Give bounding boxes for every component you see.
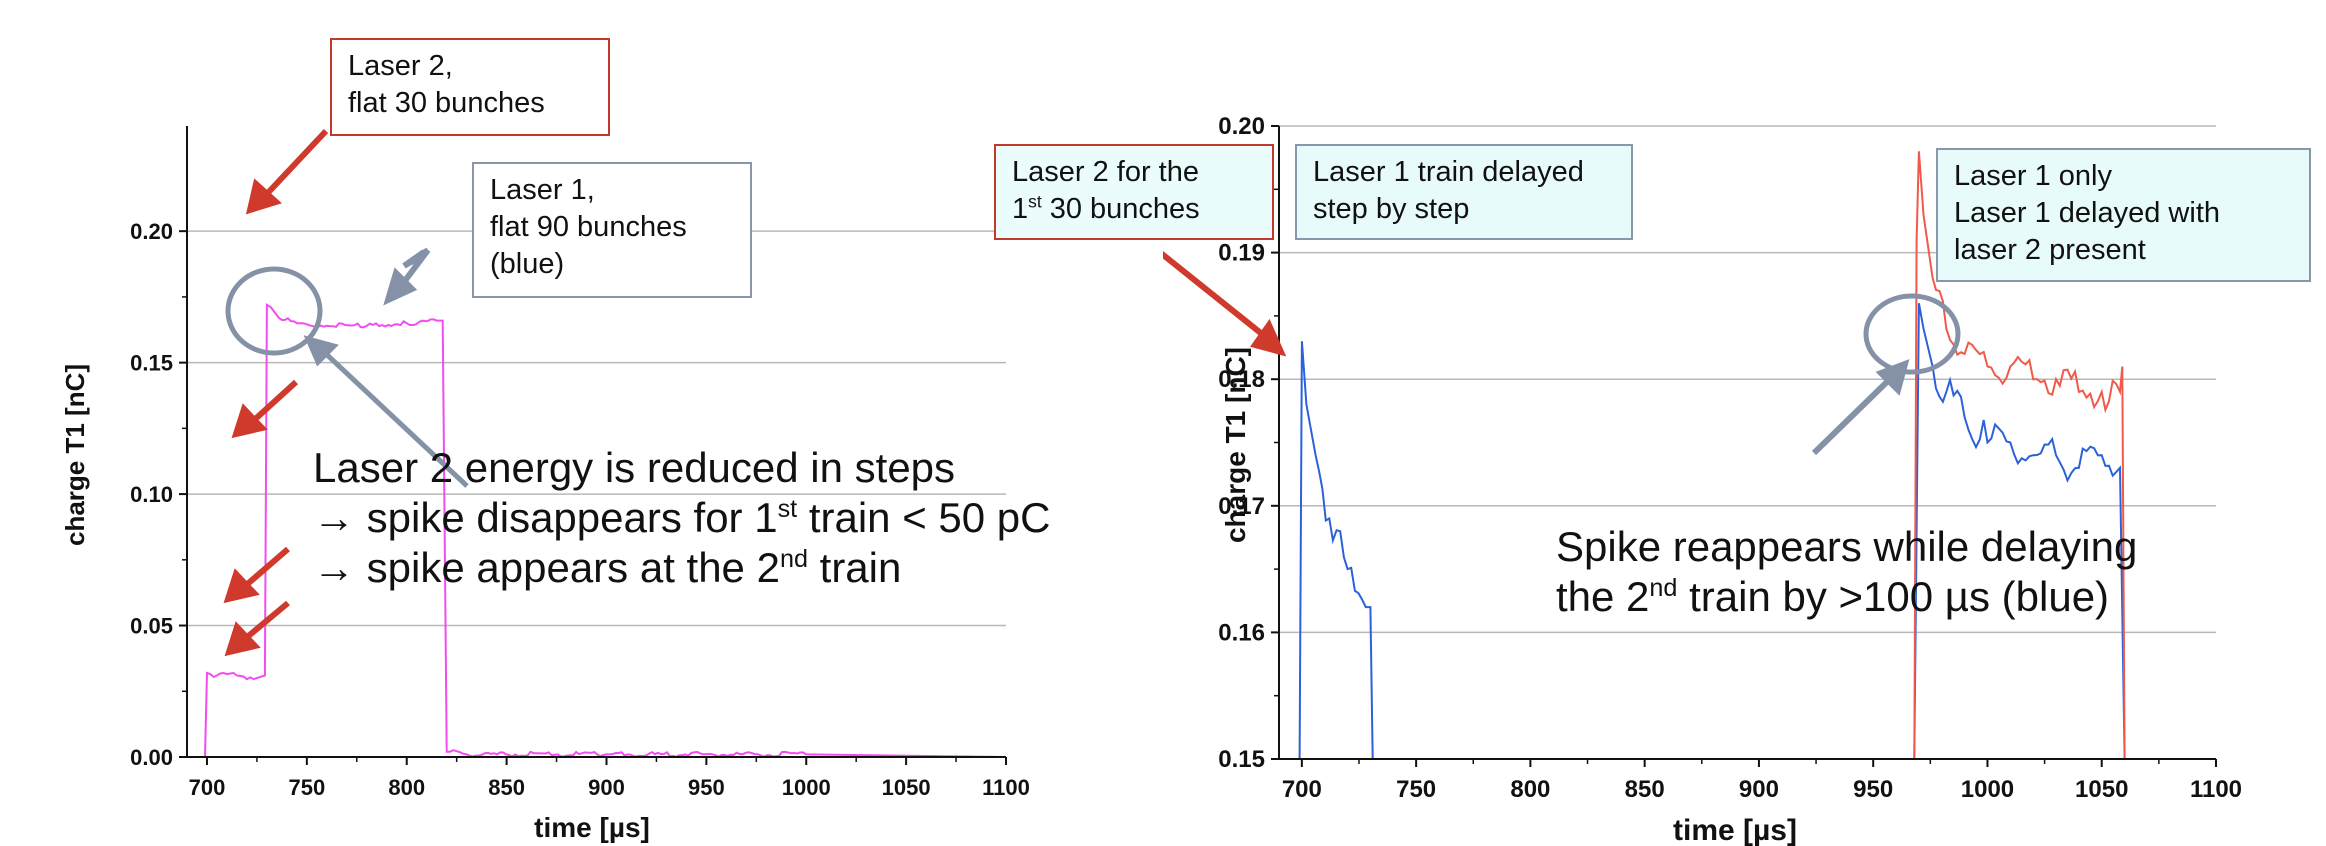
series-line [1913, 151, 2126, 760]
laser2-label-line: Laser 2, [348, 50, 453, 82]
spike-circle [225, 266, 323, 356]
laser1-only-box: Laser 1 only Laser 1 delayed with laser … [1936, 148, 2311, 282]
y-tick-label: 0.05 [130, 614, 173, 639]
spike-circle [1863, 293, 1961, 375]
x-tick-label: 800 [388, 775, 425, 800]
laser1-label-line: Laser 1, [490, 174, 595, 206]
y-tick-labels: 0.15 0.16 0.17 0.18 0.19 0.20 [1218, 113, 1265, 773]
box-line: Laser 1 train delayed [1313, 156, 1584, 188]
axes [179, 126, 1007, 765]
y-tick-label: 0.16 [1218, 619, 1265, 646]
legend-line: Laser 1 delayed with [1954, 197, 2220, 229]
x-tick-label: 950 [688, 775, 725, 800]
annotation-line: Spike reappears while delaying [1556, 523, 2138, 570]
y-tick-label: 0.20 [130, 219, 173, 244]
chart-left: 0.00 0.05 0.10 0.15 0.20 700 750 800 850 900 950 1… [60, 126, 1030, 843]
x-tick-label: 1050 [2075, 776, 2128, 803]
annotation-arrows [223, 128, 469, 657]
annotation-arrows [1163, 250, 1961, 456]
x-tick-label: 900 [1739, 776, 1779, 803]
x-tick-label: 1000 [782, 775, 831, 800]
laser2-first-bunches-box: Laser 2 for the 1st 30 bunches [994, 144, 1274, 240]
annotation-line: → spike disappears for 1st train < 50 pC [313, 494, 1051, 541]
x-tick-label: 750 [288, 775, 325, 800]
y-tick-label: 0.20 [1218, 113, 1265, 140]
red-arrow [1163, 250, 1287, 357]
left-annotation-text: Laser 2 energy is reduced in steps → spi… [313, 443, 1050, 593]
x-tick-label: 1100 [2190, 776, 2242, 803]
y-tick-label: 0.17 [1218, 493, 1265, 520]
laser2-label-line: flat 30 bunches [348, 87, 545, 119]
axes [1271, 125, 2217, 767]
y-tick-label: 0.15 [130, 351, 173, 376]
x-tick-label: 700 [1282, 776, 1322, 803]
x-tick-label: 850 [1625, 776, 1665, 803]
right-annotation-text: Spike reappears while delaying the 2nd t… [1556, 522, 2137, 622]
x-tick-label: 1000 [1961, 776, 2014, 803]
x-tick-label: 900 [588, 775, 625, 800]
box-line: Laser 2 for the [1012, 156, 1199, 188]
x-tick-label: 850 [488, 775, 525, 800]
red-arrow [231, 379, 299, 439]
x-axis-label: time [µs] [534, 812, 650, 843]
y-axis-label: charge T1 [nC] [1220, 347, 1251, 543]
red-arrow [223, 546, 290, 604]
laser1-label-line: flat 90 bunches [490, 211, 687, 243]
laser1-label-box: Laser 1, flat 90 bunches (blue) [472, 162, 752, 298]
y-axis-label: charge T1 [nC] [60, 364, 90, 546]
y-tick-label: 0.15 [1218, 746, 1265, 773]
x-tick-labels: 700 750 800 850 900 950 1000 1050 1100 [189, 775, 1030, 800]
x-tick-labels: 700 750 800 850 900 950 1000 1050 1100 [1282, 776, 2242, 803]
data-series [1298, 151, 2126, 760]
x-tick-label: 800 [1510, 776, 1550, 803]
annotation-line: Laser 2 energy is reduced in steps [313, 444, 956, 491]
x-tick-label: 1100 [982, 775, 1030, 800]
gray-arrow [383, 248, 431, 306]
laser2-label-box: Laser 2, flat 30 bunches [330, 38, 610, 136]
laser1-label-line: (blue) [490, 248, 565, 280]
red-arrow [224, 600, 290, 657]
x-tick-label: 1050 [882, 775, 931, 800]
y-tick-labels: 0.00 0.05 0.10 0.15 0.20 [130, 219, 173, 770]
gray-arrow [303, 335, 469, 488]
x-tick-label: 950 [1853, 776, 1893, 803]
x-axis-label: time [µs] [1673, 814, 1797, 846]
x-tick-label: 750 [1396, 776, 1436, 803]
legend-line: laser 2 present [1954, 234, 2146, 266]
y-tick-label: 0.18 [1218, 366, 1265, 393]
gray-arrow [1811, 359, 1910, 456]
series-line [1298, 303, 2126, 760]
annotation-line: → spike appears at the 2nd train [313, 544, 902, 591]
y-tick-label: 0.00 [130, 745, 173, 770]
x-tick-label: 700 [189, 775, 226, 800]
red-arrow [245, 128, 329, 215]
y-tick-label: 0.19 [1218, 240, 1265, 267]
chart-right: 0.15 0.16 0.17 0.18 0.19 0.20 700 750 800 850 900… [1163, 113, 2242, 846]
laser1-delayed-box: Laser 1 train delayed step by step [1295, 144, 1633, 240]
box-line: 1st 30 bunches [1012, 191, 1200, 225]
y-tick-label: 0.10 [130, 482, 173, 507]
annotation-line: the 2nd train by >100 µs (blue) [1556, 573, 2110, 620]
legend-line: Laser 1 only [1954, 160, 2112, 192]
box-line: step by step [1313, 193, 1470, 225]
